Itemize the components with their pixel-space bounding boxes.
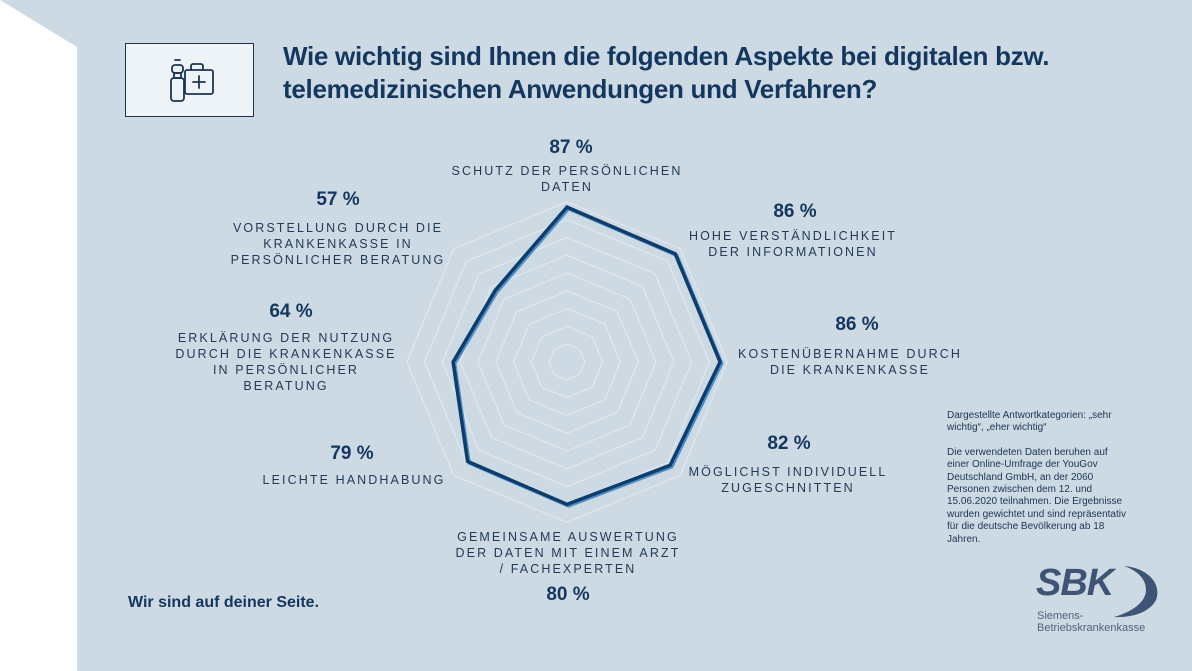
grid-ring-10 — [548, 343, 586, 381]
label-line: IN PERSÖNLICHER — [212, 363, 360, 377]
logo-line: Siemens- — [1037, 610, 1084, 622]
data-label-handhabung: 79 % — [330, 443, 374, 464]
label-line: KRANKENKASSE IN — [263, 237, 413, 251]
logo-swoosh-icon — [1114, 566, 1158, 618]
grid-ring-20 — [530, 325, 604, 399]
label-line: ZUGESCHNITTEN — [721, 481, 855, 495]
data-label-vorstellung: 57 % — [316, 189, 360, 210]
label-line: ERKLÄRUNG DER NUTZUNG — [177, 331, 395, 345]
methodology-note: Dargestellte Antwortkategorien: „sehr wi… — [947, 410, 1132, 558]
medical-kit-and-bottle-icon — [169, 59, 214, 102]
label-line: DIE KRANKENKASSE — [769, 363, 931, 377]
topic-icon-box — [125, 43, 254, 117]
grid-ring-90 — [406, 201, 728, 523]
label-line: VORSTELLUNG DURCH DIE — [232, 221, 444, 235]
page-margin — [0, 0, 77, 671]
label-line: DURCH DIE KRANKENKASSE — [175, 347, 397, 361]
label-line: / FACHEXPERTEN — [499, 562, 637, 576]
grid-ring-70 — [441, 236, 693, 488]
data-label-auswertung: 80 % — [546, 584, 590, 605]
note-categories: Dargestellte Antwortkategorien: „sehr wi… — [947, 410, 1112, 434]
label-line: DER DATEN MIT EINEM ARZT — [455, 546, 681, 560]
data-label-erklaerung: 64 % — [269, 301, 313, 322]
data-label-verstaendlichkeit: 86 % — [773, 201, 817, 222]
grid-ring-50 — [477, 272, 657, 452]
category-label-schutz: SCHUTZ DER PERSÖNLICHEN DATEN — [452, 163, 683, 195]
label-line: KOSTENÜBERNAHME DURCH — [738, 347, 962, 361]
logo-name: Siemens- Betriebskrankenkasse — [1037, 610, 1145, 634]
grid-ring-60 — [459, 254, 675, 470]
series-line-0 — [451, 204, 723, 507]
logo-line: Betriebskrankenkasse — [1037, 622, 1146, 634]
category-label-individuell: MÖGLICHST INDIVIDUELL ZUGESCHNITTEN — [689, 464, 888, 496]
logo-mark: SBK — [1036, 562, 1114, 604]
category-label-verstaendlichkeit: HOHE VERSTÄNDLICHKEIT DER INFORMATIONEN — [689, 228, 897, 260]
data-label-individuell: 82 % — [767, 433, 811, 454]
label-line: SCHUTZ DER PERSÖNLICHEN — [451, 164, 683, 178]
category-label-erklaerung: ERKLÄRUNG DER NUTZUNG DURCH DIE KRANKENK… — [175, 330, 396, 394]
note-source: Die verwendeten Daten beruhen auf einer … — [947, 446, 1126, 545]
category-label-handhabung: LEICHTE HANDHABUNG — [263, 472, 446, 488]
label-line: PERSÖNLICHER BERATUNG — [230, 253, 446, 267]
tagline: Wir sind auf deiner Seite. — [128, 594, 320, 611]
data-label-kostenuebernahme: 86 % — [835, 314, 879, 335]
label-line: BERATUNG — [243, 379, 329, 393]
grid-ring-30 — [512, 307, 622, 417]
label-line: LEICHTE HANDHABUNG — [262, 473, 446, 487]
label-line: GEMEINSAME AUSWERTUNG — [457, 530, 679, 544]
label-line: DATEN — [541, 180, 593, 194]
category-label-auswertung: GEMEINSAME AUSWERTUNG DER DATEN MIT EINE… — [456, 529, 681, 577]
category-label-vorstellung: VORSTELLUNG DURCH DIE KRANKENKASSE IN PE… — [231, 220, 446, 268]
label-line: HOHE VERSTÄNDLICHKEIT — [688, 229, 898, 243]
data-label-schutz: 87 % — [549, 137, 593, 158]
label-line: MÖGLICHST INDIVIDUELL — [688, 465, 888, 479]
grid-ring-40 — [495, 290, 639, 434]
sbk-logo: SBK Siemens- Betriebskrankenkasse — [1036, 562, 1166, 642]
category-label-kostenuebernahme: KOSTENÜBERNAHME DURCH DIE KRANKENKASSE — [738, 346, 962, 378]
page-title: Wie wichtig sind Ihnen die folgenden Asp… — [283, 41, 1050, 104]
label-line: DER INFORMATIONEN — [708, 245, 878, 259]
radar-series — [451, 204, 724, 508]
